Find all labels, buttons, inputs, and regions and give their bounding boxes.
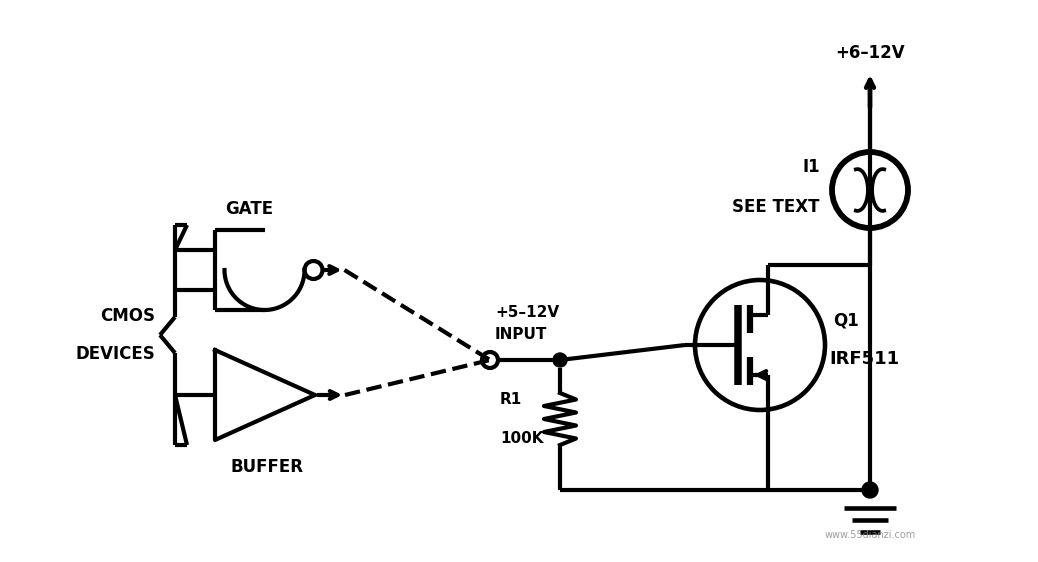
Text: Q1: Q1: [834, 312, 858, 330]
Text: +6–12V: +6–12V: [836, 44, 905, 62]
Text: INPUT: INPUT: [495, 327, 547, 342]
Text: www.55dianzi.com: www.55dianzi.com: [824, 530, 916, 540]
Text: SEE TEXT: SEE TEXT: [733, 198, 820, 216]
Text: DEVICES: DEVICES: [75, 345, 155, 363]
Text: CMOS: CMOS: [100, 307, 155, 325]
Text: I1: I1: [802, 158, 820, 176]
Text: +5–12V: +5–12V: [495, 305, 559, 320]
Text: IRF511: IRF511: [829, 350, 899, 368]
Circle shape: [553, 353, 567, 367]
Text: R1: R1: [500, 392, 522, 407]
Text: BUFFER: BUFFER: [230, 458, 303, 476]
Text: 100K: 100K: [500, 431, 544, 446]
Circle shape: [862, 482, 878, 498]
Text: GATE: GATE: [225, 200, 273, 218]
